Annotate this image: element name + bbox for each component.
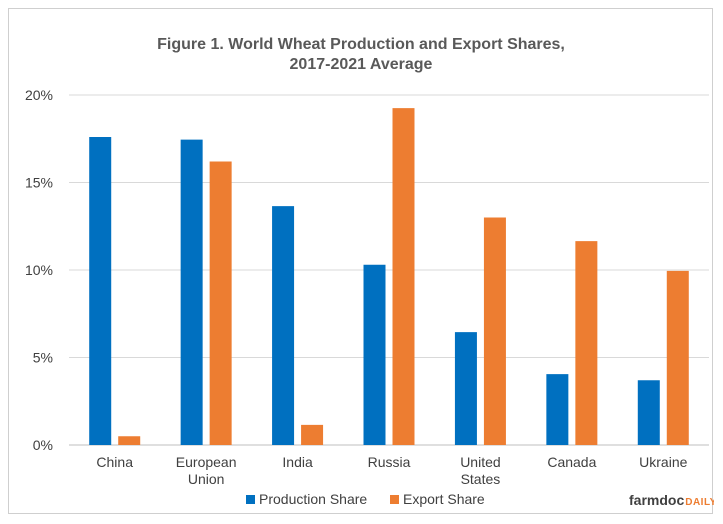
x-category-label: Canada [547,454,596,470]
x-category-label: China [96,454,133,470]
bar-export-share-2 [301,424,324,445]
legend-swatch [390,495,399,504]
bar-production-share-3 [363,264,386,445]
legend-label: Export Share [403,491,485,507]
chart-title-line: Figure 1. World Wheat Production and Exp… [157,36,565,53]
bar-export-share-6 [666,270,689,445]
bar-production-share-0 [89,137,112,445]
x-category-label: Ukraine [639,454,687,470]
bar-production-share-4 [454,332,477,445]
x-category-label: Union [188,471,225,487]
y-axis-ticks: 0% 5% 10% 15% 20% [25,87,53,453]
y-tick-label: 20% [25,87,53,103]
y-tick-label: 0% [33,437,53,453]
brand-logo: farmdocDAILY [629,492,714,508]
bar-export-share-1 [209,161,232,445]
chart: Figure 1. World Wheat Production and Exp… [25,36,714,508]
x-category-label: United [460,454,500,470]
x-category-label: Russia [368,454,411,470]
y-tick-label: 5% [33,350,53,366]
x-category-label: India [282,454,313,470]
legend-label: Production Share [259,491,367,507]
chart-title: Figure 1. World Wheat Production and Exp… [157,36,565,73]
bar-production-share-6 [637,380,660,445]
x-category-label: European [176,454,237,470]
bar-export-share-5 [575,241,598,445]
chart-frame: Figure 1. World Wheat Production and Exp… [8,8,714,514]
legend: Production Share Export Share [246,491,485,507]
bar-export-share-0 [118,436,141,445]
y-tick-label: 10% [25,262,53,278]
legend-swatch [246,495,255,504]
bar-production-share-1 [180,139,203,445]
y-tick-label: 15% [25,175,53,191]
x-category-label: States [461,471,501,487]
chart-title-line: 2017-2021 Average [290,56,433,73]
bars [89,108,689,445]
gridlines [69,94,709,446]
bar-production-share-5 [546,374,569,445]
bar-export-share-4 [483,217,506,445]
bar-production-share-2 [272,206,295,445]
bar-export-share-3 [392,108,415,445]
